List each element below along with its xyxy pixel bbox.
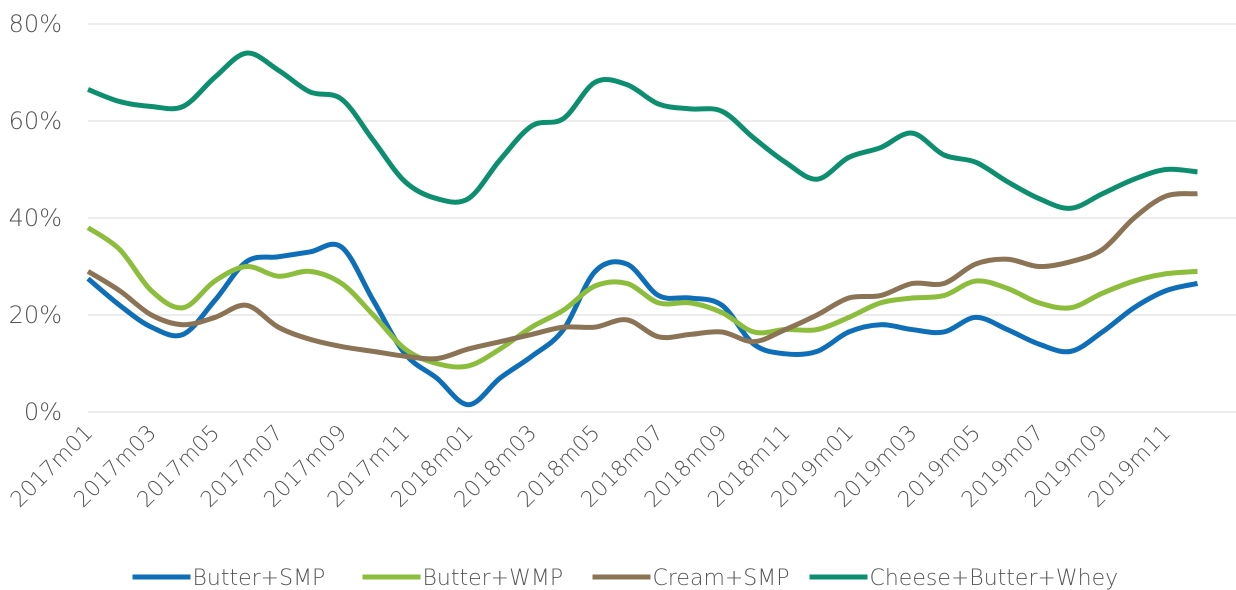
legend-label: Butter+SMP: [193, 566, 326, 590]
legend-label: Cream+SMP: [653, 566, 790, 590]
y-tick-label: 80%: [9, 10, 62, 38]
y-tick-label: 60%: [9, 107, 62, 135]
series-line: [87, 50, 1198, 211]
legend-label: Butter+WMP: [423, 566, 564, 590]
y-tick-label: 20%: [9, 301, 62, 329]
series-line: [86, 191, 1198, 362]
y-tick-label: 40%: [9, 204, 62, 232]
series-line: [86, 225, 1198, 370]
series-line: [86, 241, 1199, 408]
legend-label: Cheese+Butter+Whey: [870, 566, 1119, 590]
y-tick-label: 0%: [24, 398, 62, 426]
